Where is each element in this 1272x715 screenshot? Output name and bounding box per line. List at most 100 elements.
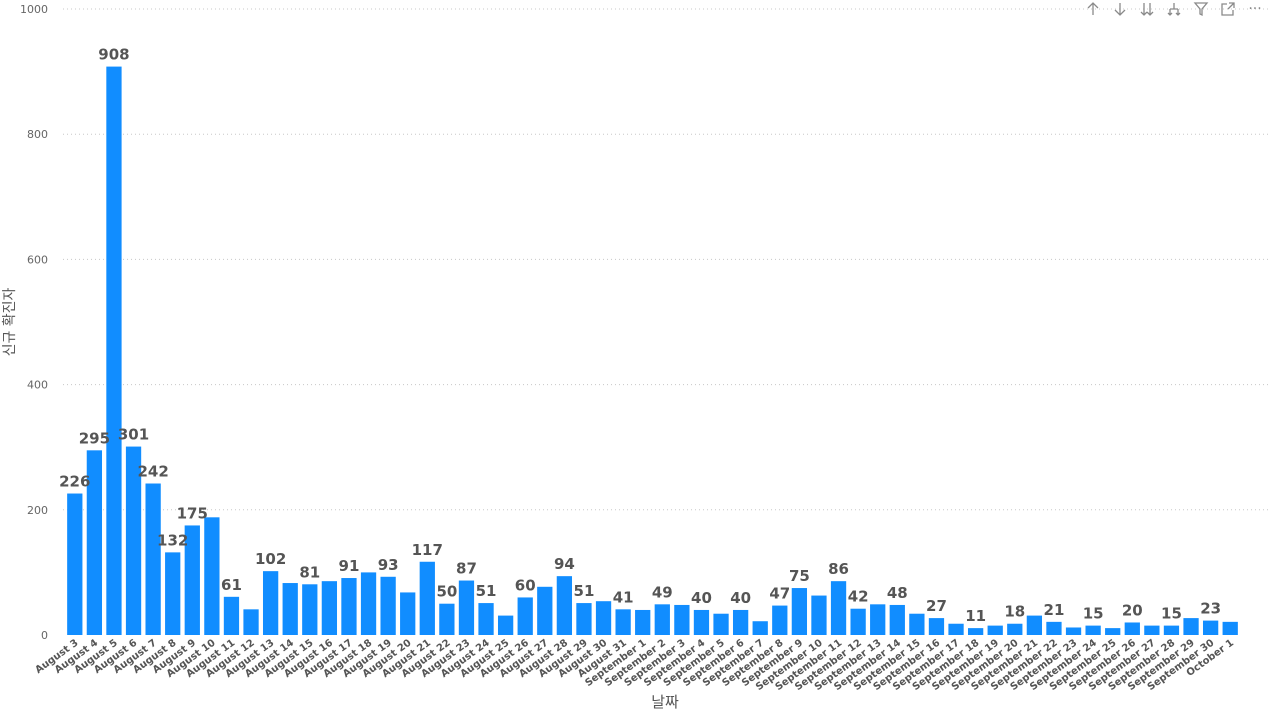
bar[interactable] [1222,621,1238,635]
data-label: 11 [965,607,986,625]
bar[interactable] [125,446,142,635]
data-label: 41 [613,588,634,606]
data-label: 49 [652,583,673,601]
bar[interactable] [752,621,768,635]
bar[interactable] [889,604,905,635]
bar[interactable] [850,608,866,635]
bar[interactable] [556,576,573,635]
data-label: 40 [691,589,712,607]
bar[interactable] [1144,625,1160,635]
y-tick-label: 0 [41,629,48,642]
y-tick-label: 200 [27,504,48,517]
bar[interactable] [537,586,553,635]
bar[interactable] [791,588,808,635]
bar[interactable] [204,517,220,635]
bar[interactable] [165,552,181,635]
bar[interactable] [654,604,670,635]
filter-icon[interactable] [1192,0,1210,18]
drill-up-icon[interactable] [1084,0,1102,18]
bar[interactable] [223,596,240,635]
bar[interactable] [870,604,886,635]
bar[interactable] [262,571,279,635]
bar[interactable] [106,66,122,636]
data-label: 61 [221,576,242,594]
data-label: 27 [926,597,947,615]
bar[interactable] [478,603,494,635]
data-label: 908 [98,46,129,64]
bar[interactable] [1085,625,1101,635]
bar[interactable] [674,604,690,635]
y-axis-title: 신규 확진자 [2,287,18,356]
bar[interactable] [341,578,357,635]
bar[interactable] [302,584,318,635]
bar[interactable] [517,597,533,635]
bar[interactable] [811,595,827,635]
bar[interactable] [909,613,925,635]
bars [67,66,1238,636]
bar[interactable] [732,609,749,635]
bar[interactable] [772,605,788,635]
x-axis-title: 날짜 [651,693,679,711]
data-label: 93 [378,556,399,574]
data-labels: 226 295 908 301 242 132 175 61 102 81 91 93 117 50 87 5… [59,46,1221,626]
data-label: 75 [789,567,810,585]
expand-hierarchy-icon[interactable] [1165,0,1183,18]
data-label: 94 [554,555,575,573]
bar[interactable] [1163,625,1180,635]
data-label: 20 [1122,601,1143,619]
data-label: 242 [137,463,168,481]
bar[interactable] [595,601,612,635]
bar[interactable] [360,572,377,635]
data-label: 15 [1083,605,1104,623]
bar[interactable] [497,615,514,635]
bar[interactable] [948,623,964,635]
y-tick-label: 600 [27,253,48,266]
bar[interactable] [1046,621,1062,635]
y-tick-label: 400 [27,379,48,392]
bar[interactable] [1202,620,1219,635]
bar[interactable] [987,625,1003,635]
bar[interactable] [419,561,435,635]
bar[interactable] [400,592,416,635]
bar[interactable] [693,609,710,635]
bar[interactable] [1007,623,1023,635]
bar[interactable] [967,628,984,635]
data-label: 15 [1161,605,1182,623]
bar[interactable] [1026,615,1043,635]
data-label: 42 [848,588,869,606]
bar[interactable] [1124,622,1140,635]
bar[interactable] [243,609,259,635]
bar[interactable] [713,613,729,635]
bar[interactable] [458,580,475,635]
bar[interactable] [830,581,847,635]
more-options-icon[interactable]: ··· [1248,1,1262,17]
bar[interactable] [184,525,200,635]
bar[interactable] [86,450,103,635]
bar[interactable] [615,609,631,635]
data-label: 91 [339,557,360,575]
bar[interactable] [321,581,338,635]
bar[interactable] [928,618,945,635]
bar[interactable] [67,493,83,635]
bar[interactable] [145,483,161,635]
data-label: 175 [177,504,208,522]
data-label: 102 [255,550,286,568]
data-label: 21 [1044,601,1065,619]
bar[interactable] [380,576,396,635]
bar[interactable] [576,603,592,635]
gridlines [63,8,1268,511]
bar[interactable] [1183,618,1199,635]
bar[interactable] [635,609,651,635]
data-label: 117 [412,541,443,559]
drill-down-icon[interactable] [1111,0,1129,18]
data-label: 50 [436,583,457,601]
data-label: 18 [1004,603,1025,621]
expand-next-level-icon[interactable] [1138,0,1156,18]
bar[interactable] [1105,628,1121,635]
bar[interactable] [439,603,455,635]
bar[interactable] [1065,627,1082,635]
focus-mode-icon[interactable] [1219,0,1237,18]
bar[interactable] [282,583,298,635]
